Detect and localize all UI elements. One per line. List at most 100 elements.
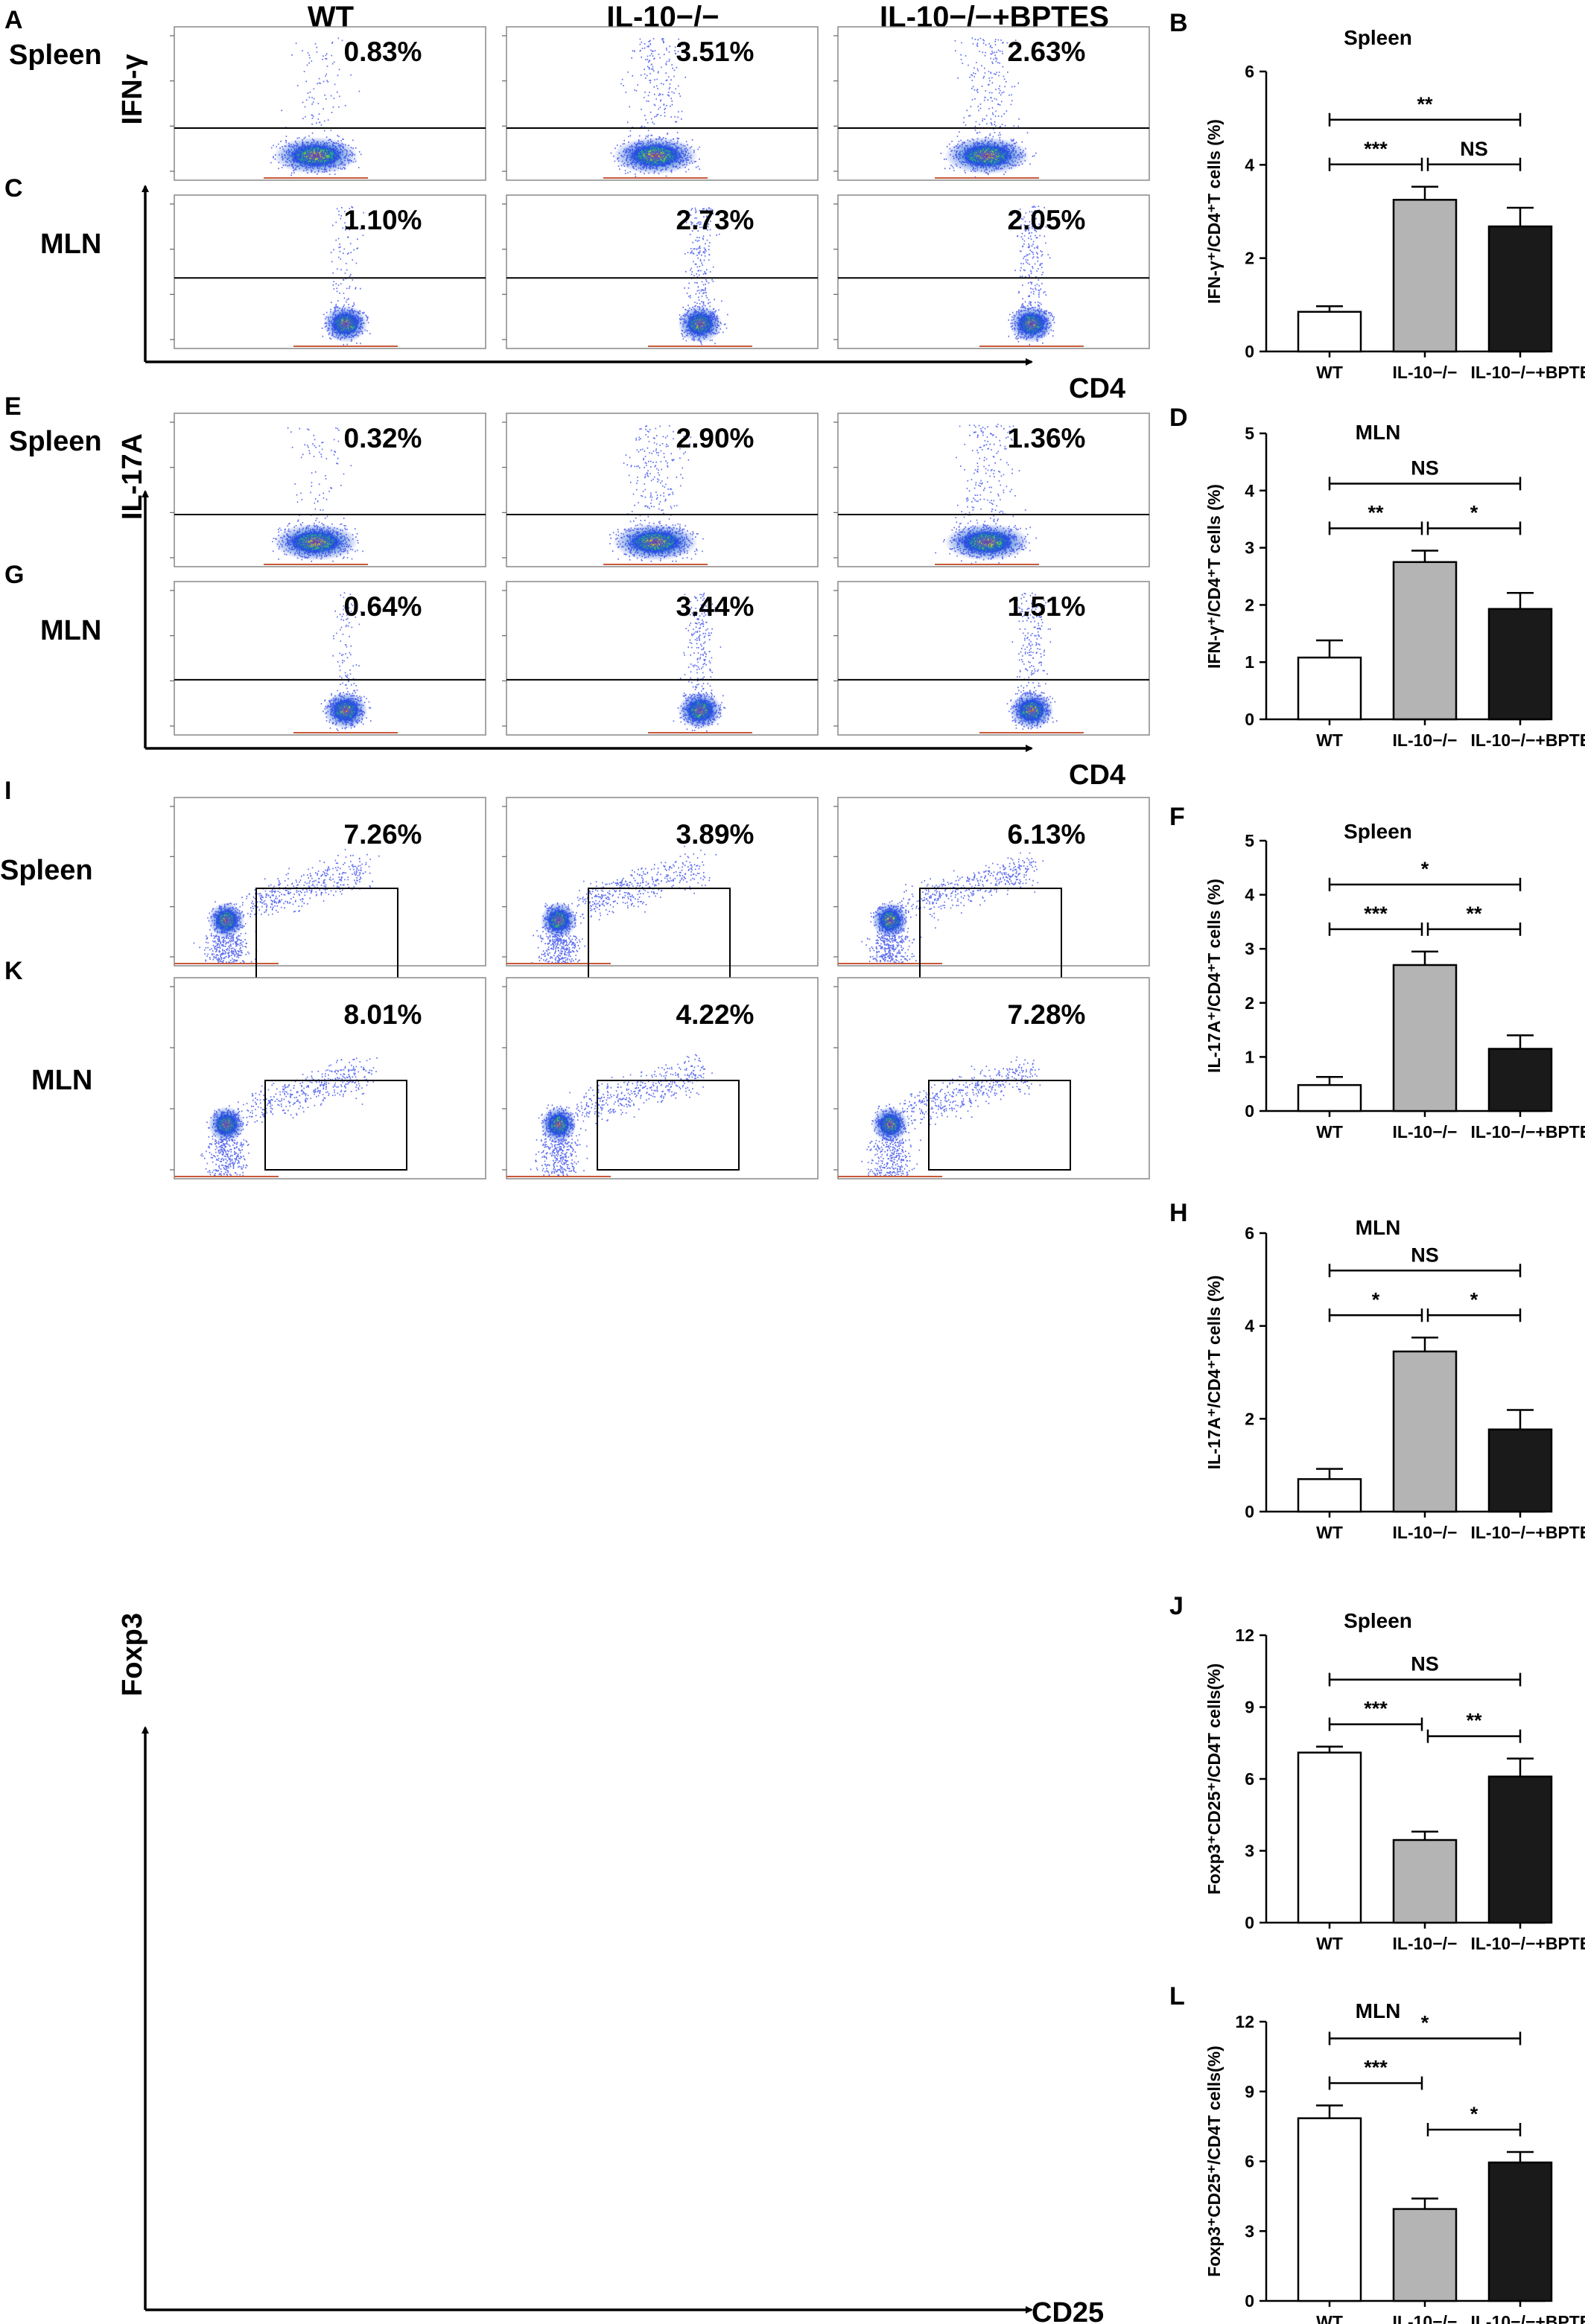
tissue-label: MLN xyxy=(31,1065,92,1096)
significance-label: NS xyxy=(1411,1653,1439,1675)
panel-letter: F xyxy=(1169,803,1185,831)
category-label: IL-10−/− xyxy=(1393,1523,1458,1542)
y-tick-label: 4 xyxy=(1245,1317,1254,1336)
y-axis-label: Foxp3⁺CD25⁺/CD4T cells(%) xyxy=(1204,1664,1224,1895)
flow-plot-panel: 1.51% xyxy=(833,581,1150,736)
y-tick-label: 6 xyxy=(1245,2152,1254,2171)
category-label: IL-10−/− xyxy=(1393,1122,1458,1142)
y-tick-label: 12 xyxy=(1235,1626,1254,1645)
bar-chart: D MLN 0 1 2 3 4 5 IFN-γ⁺/CD4⁺T cells (%) WT IL-10−… xyxy=(1169,404,1585,750)
y-tick-label: 6 xyxy=(1245,62,1254,81)
bar-chart-panels: B Spleen 0 2 4 6 IFN-γ⁺/CD4⁺T cells (%) WT IL-10… xyxy=(1169,9,1585,2324)
bar xyxy=(1487,2161,1553,2302)
event-dots xyxy=(1008,206,1055,346)
event-dots xyxy=(193,849,380,964)
gate-percentage: 7.26% xyxy=(344,819,422,850)
gate-percentage: 0.83% xyxy=(344,36,422,67)
y-tick-label: 4 xyxy=(1245,155,1254,174)
y-tick-label: 0 xyxy=(1245,2291,1254,2311)
event-dots xyxy=(321,206,371,346)
chart-title: Spleen xyxy=(1344,820,1412,843)
significance-label: *** xyxy=(1364,138,1388,160)
gate-percentage: 2.05% xyxy=(1008,205,1086,235)
y-tick-label: 0 xyxy=(1245,1101,1254,1121)
flow-cytometry-panels: A Spleen 0.83% 3.51% 2.63% C MLN 1.10% 2.73% 2.05… xyxy=(0,6,1150,2324)
bar xyxy=(1392,561,1458,721)
panel-frame xyxy=(837,977,1150,1179)
y-tick-label: 3 xyxy=(1245,939,1254,958)
significance-label: ** xyxy=(1368,501,1384,523)
panel-frame xyxy=(506,194,819,349)
y-tick-label: 2 xyxy=(1245,249,1254,268)
tissue-label: Spleen xyxy=(0,855,93,886)
event-dots xyxy=(940,37,1037,178)
significance-label: ** xyxy=(1466,1710,1482,1732)
bar xyxy=(1297,656,1362,721)
y-marker-label: IL-17A xyxy=(117,433,148,520)
flow-plot-panel: 2.90% xyxy=(502,413,819,567)
category-label: IL-10−/−+BPTES xyxy=(1470,2312,1585,2324)
panel-frame xyxy=(506,581,819,736)
bar xyxy=(1487,1048,1553,1112)
bar xyxy=(1487,1775,1553,1924)
y-tick-label: 2 xyxy=(1245,1409,1254,1428)
category-label: IL-10−/− xyxy=(1393,1934,1458,1953)
category-label: IL-10−/−+BPTES xyxy=(1470,1523,1585,1542)
category-label: WT xyxy=(1316,730,1343,750)
y-tick-label: 0 xyxy=(1245,1502,1254,1521)
y-axis-label: IFN-γ⁺/CD4⁺T cells (%) xyxy=(1204,484,1224,669)
bar xyxy=(1392,1838,1458,1924)
category-label: WT xyxy=(1316,363,1343,382)
category-label: WT xyxy=(1316,1122,1343,1142)
gate-percentage: 4.22% xyxy=(676,999,755,1030)
event-dots xyxy=(673,592,726,732)
gate-percentage: 1.10% xyxy=(344,205,422,235)
chart-title: MLN xyxy=(1356,421,1401,444)
panel-letter: E xyxy=(4,392,22,421)
event-dots xyxy=(270,37,362,176)
flow-plot-panel: 2.63% xyxy=(833,26,1150,181)
bar xyxy=(1392,1350,1458,1513)
panel-letter: A xyxy=(4,6,23,34)
bar xyxy=(1297,2117,1362,2302)
significance-label: * xyxy=(1470,2103,1478,2125)
y-tick-label: 9 xyxy=(1245,2082,1254,2101)
bar-chart: F Spleen 0 1 2 3 4 5 IL-17A⁺/CD4⁺T cells (%) WT IL… xyxy=(1169,803,1585,1142)
gate-percentage: 3.89% xyxy=(676,819,755,850)
flow-plot-panel: 0.83% xyxy=(170,26,486,181)
flow-plot-panel: 1.36% xyxy=(833,413,1150,567)
y-tick-label: 3 xyxy=(1245,2221,1254,2241)
panel-letter: H xyxy=(1169,1199,1188,1227)
event-dots xyxy=(861,1056,1041,1177)
panel-frame xyxy=(174,797,486,967)
significance-label: * xyxy=(1421,2012,1429,2034)
y-tick-label: 1 xyxy=(1245,652,1254,672)
category-label: IL-10−/−+BPTES xyxy=(1470,730,1585,750)
gate-percentage: 8.01% xyxy=(344,999,422,1030)
event-dots xyxy=(610,38,700,177)
bar xyxy=(1487,1428,1553,1513)
y-tick-label: 3 xyxy=(1245,538,1254,558)
chart-title: MLN xyxy=(1356,1999,1401,2022)
bar xyxy=(1392,964,1458,1112)
panel-frame xyxy=(174,977,486,1179)
bar xyxy=(1297,311,1362,353)
flow-plot-panel: 1.10% xyxy=(170,194,486,349)
panel-frame xyxy=(837,194,1150,349)
significance-label: *** xyxy=(1364,2057,1388,2079)
y-marker-label: IFN-γ xyxy=(117,54,148,125)
event-dots xyxy=(679,207,728,346)
gate-percentage: 0.32% xyxy=(344,423,422,453)
tissue-label: MLN xyxy=(40,229,101,260)
flow-plot-panel: 0.64% xyxy=(170,581,486,736)
category-label: IL-10−/− xyxy=(1393,730,1458,750)
panel-frame xyxy=(506,413,819,567)
gate-percentage: 1.51% xyxy=(1008,591,1086,622)
gate-percentage: 2.73% xyxy=(676,205,755,235)
gate-percentage: 2.90% xyxy=(676,423,755,453)
significance-label: *** xyxy=(1364,1698,1388,1720)
y-tick-label: 4 xyxy=(1245,885,1254,905)
y-tick-label: 6 xyxy=(1245,1223,1254,1243)
bar-chart: B Spleen 0 2 4 6 IFN-γ⁺/CD4⁺T cells (%) WT IL-10… xyxy=(1169,9,1585,382)
